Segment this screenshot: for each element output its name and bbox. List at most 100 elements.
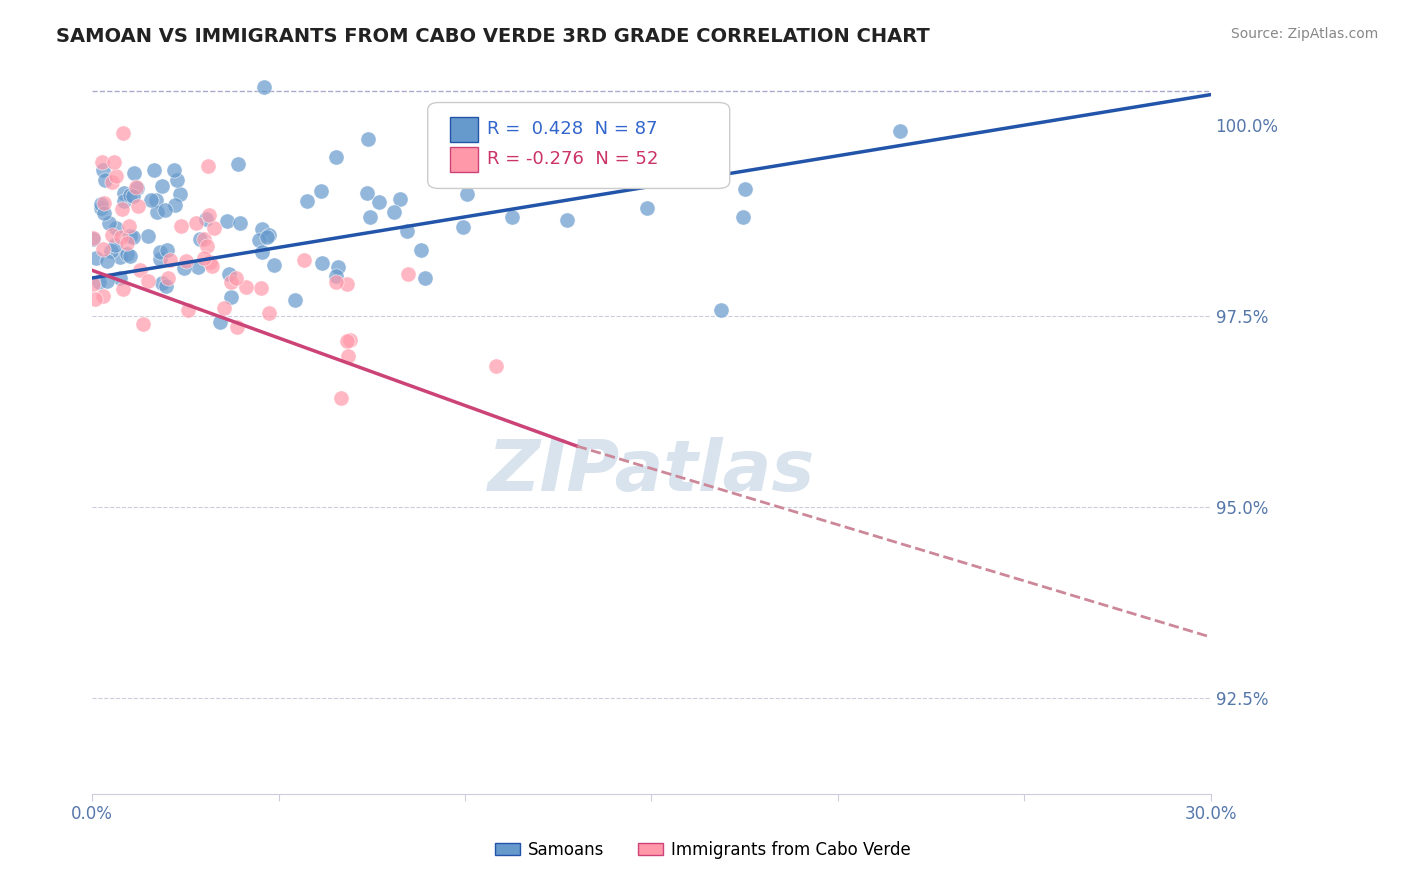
Point bbox=[122, 189, 145, 203]
Point bbox=[451, 220, 474, 235]
Point bbox=[311, 256, 333, 270]
Point bbox=[195, 239, 218, 253]
Point bbox=[141, 193, 163, 207]
Point bbox=[105, 221, 128, 235]
Point bbox=[149, 252, 172, 266]
Point bbox=[125, 180, 148, 194]
Text: ZIPatlas: ZIPatlas bbox=[488, 437, 815, 506]
Point bbox=[218, 267, 240, 281]
Point bbox=[82, 277, 104, 291]
Point bbox=[357, 132, 380, 146]
Point bbox=[98, 216, 121, 230]
Point bbox=[136, 229, 159, 244]
Point bbox=[96, 274, 118, 288]
Legend: Samoans, Immigrants from Cabo Verde: Samoans, Immigrants from Cabo Verde bbox=[488, 835, 918, 866]
Point bbox=[121, 229, 143, 244]
Point bbox=[326, 260, 349, 275]
Point bbox=[110, 270, 132, 285]
Point bbox=[501, 211, 523, 225]
Point bbox=[174, 253, 197, 268]
Point bbox=[198, 208, 221, 222]
Point bbox=[91, 155, 114, 169]
FancyBboxPatch shape bbox=[427, 103, 730, 188]
Text: SAMOAN VS IMMIGRANTS FROM CABO VERDE 3RD GRADE CORRELATION CHART: SAMOAN VS IMMIGRANTS FROM CABO VERDE 3RD… bbox=[56, 27, 929, 45]
Point bbox=[219, 290, 242, 304]
Point bbox=[250, 245, 273, 260]
Point bbox=[194, 211, 217, 226]
Point bbox=[93, 173, 115, 187]
Point bbox=[225, 271, 247, 285]
Point bbox=[330, 392, 353, 406]
Point bbox=[112, 282, 135, 296]
Point bbox=[603, 168, 626, 182]
Bar bbox=[450, 117, 478, 142]
Point bbox=[396, 224, 419, 238]
Point bbox=[250, 280, 273, 294]
Point bbox=[156, 243, 179, 257]
Point bbox=[309, 184, 332, 198]
Point bbox=[249, 233, 271, 247]
Point bbox=[200, 255, 222, 269]
Point bbox=[215, 213, 238, 227]
Point bbox=[256, 230, 278, 244]
Point bbox=[202, 221, 225, 235]
Point bbox=[96, 254, 118, 268]
Point bbox=[112, 194, 135, 208]
Point bbox=[359, 210, 381, 224]
Point bbox=[150, 179, 173, 194]
Point bbox=[145, 194, 167, 208]
Point bbox=[252, 80, 274, 95]
Point bbox=[163, 162, 186, 177]
Point bbox=[112, 126, 135, 140]
Point bbox=[91, 242, 114, 256]
Point bbox=[889, 124, 911, 138]
Point bbox=[101, 176, 124, 190]
Point bbox=[129, 263, 152, 277]
Point bbox=[295, 194, 318, 209]
Point bbox=[456, 186, 478, 201]
Point bbox=[292, 252, 315, 267]
Point bbox=[145, 204, 167, 219]
Point bbox=[643, 173, 665, 187]
Point bbox=[337, 349, 360, 363]
Point bbox=[396, 267, 419, 281]
Point bbox=[91, 163, 114, 178]
Point bbox=[197, 159, 219, 173]
Point bbox=[84, 292, 107, 306]
Point bbox=[284, 293, 307, 307]
Point bbox=[734, 182, 756, 196]
Point bbox=[636, 201, 658, 215]
Point bbox=[150, 277, 173, 291]
Point bbox=[325, 275, 347, 289]
Point bbox=[155, 202, 177, 217]
Point bbox=[90, 197, 112, 211]
Point bbox=[132, 318, 155, 332]
Point bbox=[325, 150, 347, 164]
Point bbox=[259, 306, 281, 320]
Point bbox=[187, 260, 209, 275]
Point bbox=[411, 243, 433, 257]
Point bbox=[110, 229, 132, 244]
Point bbox=[170, 219, 193, 233]
Point bbox=[709, 303, 731, 318]
Point bbox=[111, 202, 134, 216]
Point bbox=[125, 181, 148, 195]
Point bbox=[112, 186, 135, 200]
Point bbox=[382, 204, 405, 219]
Point bbox=[118, 219, 141, 233]
Point bbox=[159, 253, 181, 268]
Point bbox=[221, 275, 243, 289]
Point bbox=[228, 216, 250, 230]
Point bbox=[82, 231, 104, 245]
Point bbox=[201, 259, 224, 273]
Point bbox=[115, 235, 138, 250]
Point bbox=[127, 199, 149, 213]
Point bbox=[226, 319, 249, 334]
Point bbox=[173, 260, 195, 275]
Point bbox=[122, 167, 145, 181]
Point bbox=[82, 232, 104, 246]
Point bbox=[101, 228, 124, 243]
Point bbox=[149, 245, 172, 260]
Point bbox=[529, 132, 551, 146]
Point bbox=[177, 303, 200, 318]
